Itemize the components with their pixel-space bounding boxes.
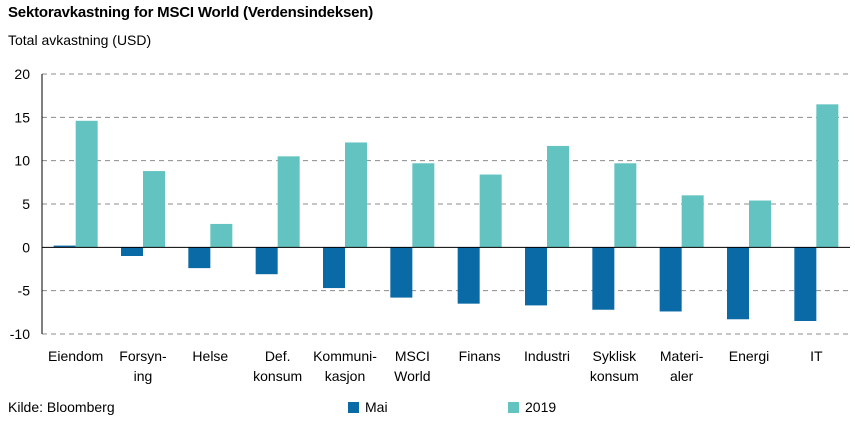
source-note: Kilde: Bloomberg: [8, 399, 115, 415]
bar-2019: [277, 156, 300, 248]
category-label: MSCI: [395, 348, 430, 364]
legend-item-2019: 2019: [508, 399, 556, 415]
category-label: konsum: [253, 368, 302, 384]
category-label: Kommuni-: [313, 348, 377, 364]
category-label: Helse: [192, 348, 228, 364]
y-tick-label: 15: [14, 109, 30, 125]
y-tick-label: 0: [22, 239, 30, 255]
legend-swatch-2019: [508, 401, 519, 413]
bar-mai: [188, 247, 211, 269]
bar-mai: [255, 247, 278, 275]
chart-title: Sektoravkastning for MSCI World (Verdens…: [8, 4, 374, 21]
y-tick-label: -5: [18, 283, 31, 299]
bar-mai: [727, 247, 749, 320]
bar-2019: [614, 163, 637, 248]
bar-mai: [323, 247, 345, 289]
bar-2019: [681, 195, 704, 248]
category-label: Energi: [729, 348, 769, 364]
bar-mai: [53, 245, 76, 248]
source-text: Kilde: Bloomberg: [8, 399, 115, 415]
legend-label-2019: 2019: [525, 399, 557, 415]
bar-2019: [816, 104, 839, 248]
category-label: Finans: [459, 348, 501, 364]
category-label: ing: [134, 368, 153, 384]
bar-2019: [75, 120, 98, 248]
bar-mai: [659, 247, 682, 312]
bar-mai: [390, 247, 413, 298]
category-label: Syklisk: [593, 348, 638, 364]
category-label: World: [394, 368, 430, 384]
y-tick-label: 20: [14, 66, 30, 82]
y-tick-label: 5: [22, 196, 30, 212]
bar-2019: [412, 163, 435, 248]
legend-item-mai: Mai: [348, 399, 388, 415]
category-label: kasjon: [325, 368, 365, 384]
bar-mai: [794, 247, 817, 321]
bar-mai: [592, 247, 615, 310]
category-label: Materi-: [660, 348, 704, 364]
category-label: konsum: [590, 368, 639, 384]
category-label: Industri: [524, 348, 570, 364]
legend-label-mai: Mai: [365, 399, 388, 415]
category-label: Def.: [265, 348, 291, 364]
chart-subtitle: Total avkastning (USD): [8, 32, 152, 48]
bar-2019: [210, 223, 233, 248]
bar-2019: [345, 142, 367, 248]
legend-swatch-mai: [348, 401, 359, 413]
category-label: aler: [670, 368, 694, 384]
y-tick-label: 10: [14, 153, 30, 169]
bar-mai: [525, 247, 547, 306]
category-label: Eiendom: [48, 348, 103, 364]
category-label: IT: [810, 348, 823, 364]
bar-2019: [547, 145, 569, 248]
bar-mai: [457, 247, 480, 304]
bar-mai: [121, 247, 143, 256]
bar-2019: [749, 200, 771, 248]
bar-2019: [143, 171, 165, 248]
category-label: Forsyn-: [119, 348, 167, 364]
y-tick-label: -10: [10, 326, 30, 342]
bar-2019: [479, 174, 502, 248]
